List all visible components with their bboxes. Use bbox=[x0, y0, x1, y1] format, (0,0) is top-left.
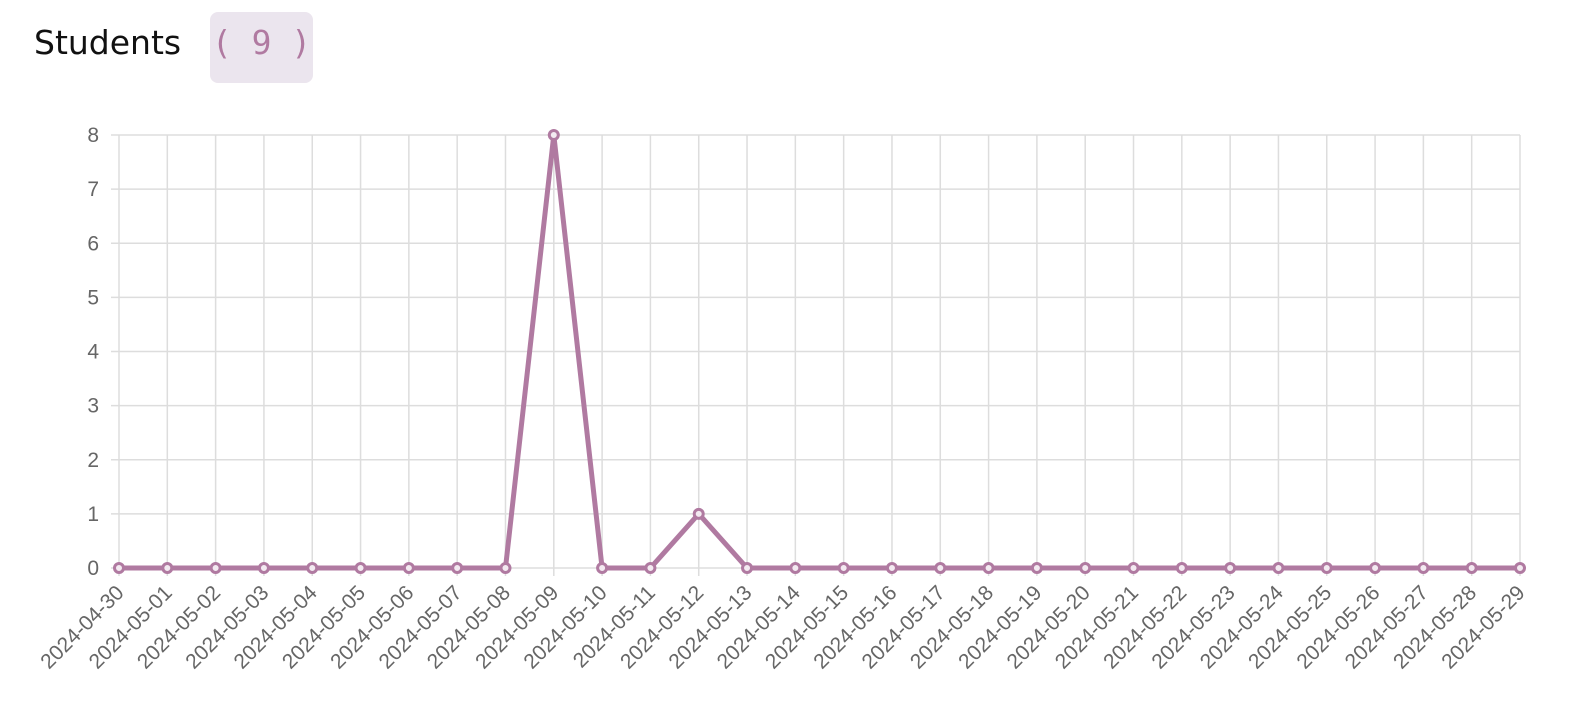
data-point bbox=[354, 562, 367, 574]
data-point bbox=[789, 562, 802, 574]
data-point bbox=[1272, 562, 1285, 574]
data-point bbox=[885, 562, 898, 574]
y-tick-label: 2 bbox=[87, 449, 99, 472]
count-text: ( 9 ) bbox=[212, 23, 311, 62]
y-tick-label: 6 bbox=[87, 232, 99, 255]
data-point bbox=[741, 562, 754, 574]
data-point bbox=[596, 562, 609, 574]
y-tick-label: 3 bbox=[87, 395, 99, 418]
data-point bbox=[209, 562, 222, 574]
y-tick-label: 8 bbox=[87, 124, 99, 147]
count-badge bbox=[210, 12, 313, 83]
data-point bbox=[934, 562, 947, 574]
data-point bbox=[1127, 562, 1140, 574]
data-point bbox=[1369, 562, 1382, 574]
data-point bbox=[161, 562, 174, 574]
y-tick-label: 0 bbox=[87, 557, 99, 580]
data-point bbox=[1417, 562, 1430, 574]
data-point bbox=[1030, 562, 1043, 574]
data-point bbox=[692, 507, 705, 520]
data-point bbox=[402, 562, 415, 574]
data-point bbox=[1514, 562, 1526, 574]
y-tick-label: 7 bbox=[87, 178, 99, 201]
data-point bbox=[1175, 562, 1188, 574]
data-point bbox=[306, 562, 319, 574]
y-tick-label: 5 bbox=[87, 286, 99, 309]
chart: 0123456782024-04-302024-05-012024-05-022… bbox=[36, 124, 1529, 673]
data-line bbox=[119, 134, 1520, 571]
data-point bbox=[257, 562, 270, 574]
data-point bbox=[1465, 562, 1478, 574]
data-point bbox=[1320, 562, 1333, 574]
data-point bbox=[451, 562, 464, 574]
y-tick-label: 4 bbox=[87, 341, 99, 364]
data-point bbox=[1079, 562, 1092, 574]
data-point bbox=[1224, 562, 1237, 574]
data-point bbox=[499, 562, 512, 574]
data-point bbox=[113, 562, 125, 574]
data-point bbox=[644, 562, 657, 574]
y-tick-label: 1 bbox=[87, 503, 99, 526]
section-title: Students bbox=[34, 23, 181, 62]
data-point bbox=[837, 562, 850, 574]
data-point bbox=[982, 562, 995, 574]
data-point bbox=[547, 129, 560, 141]
